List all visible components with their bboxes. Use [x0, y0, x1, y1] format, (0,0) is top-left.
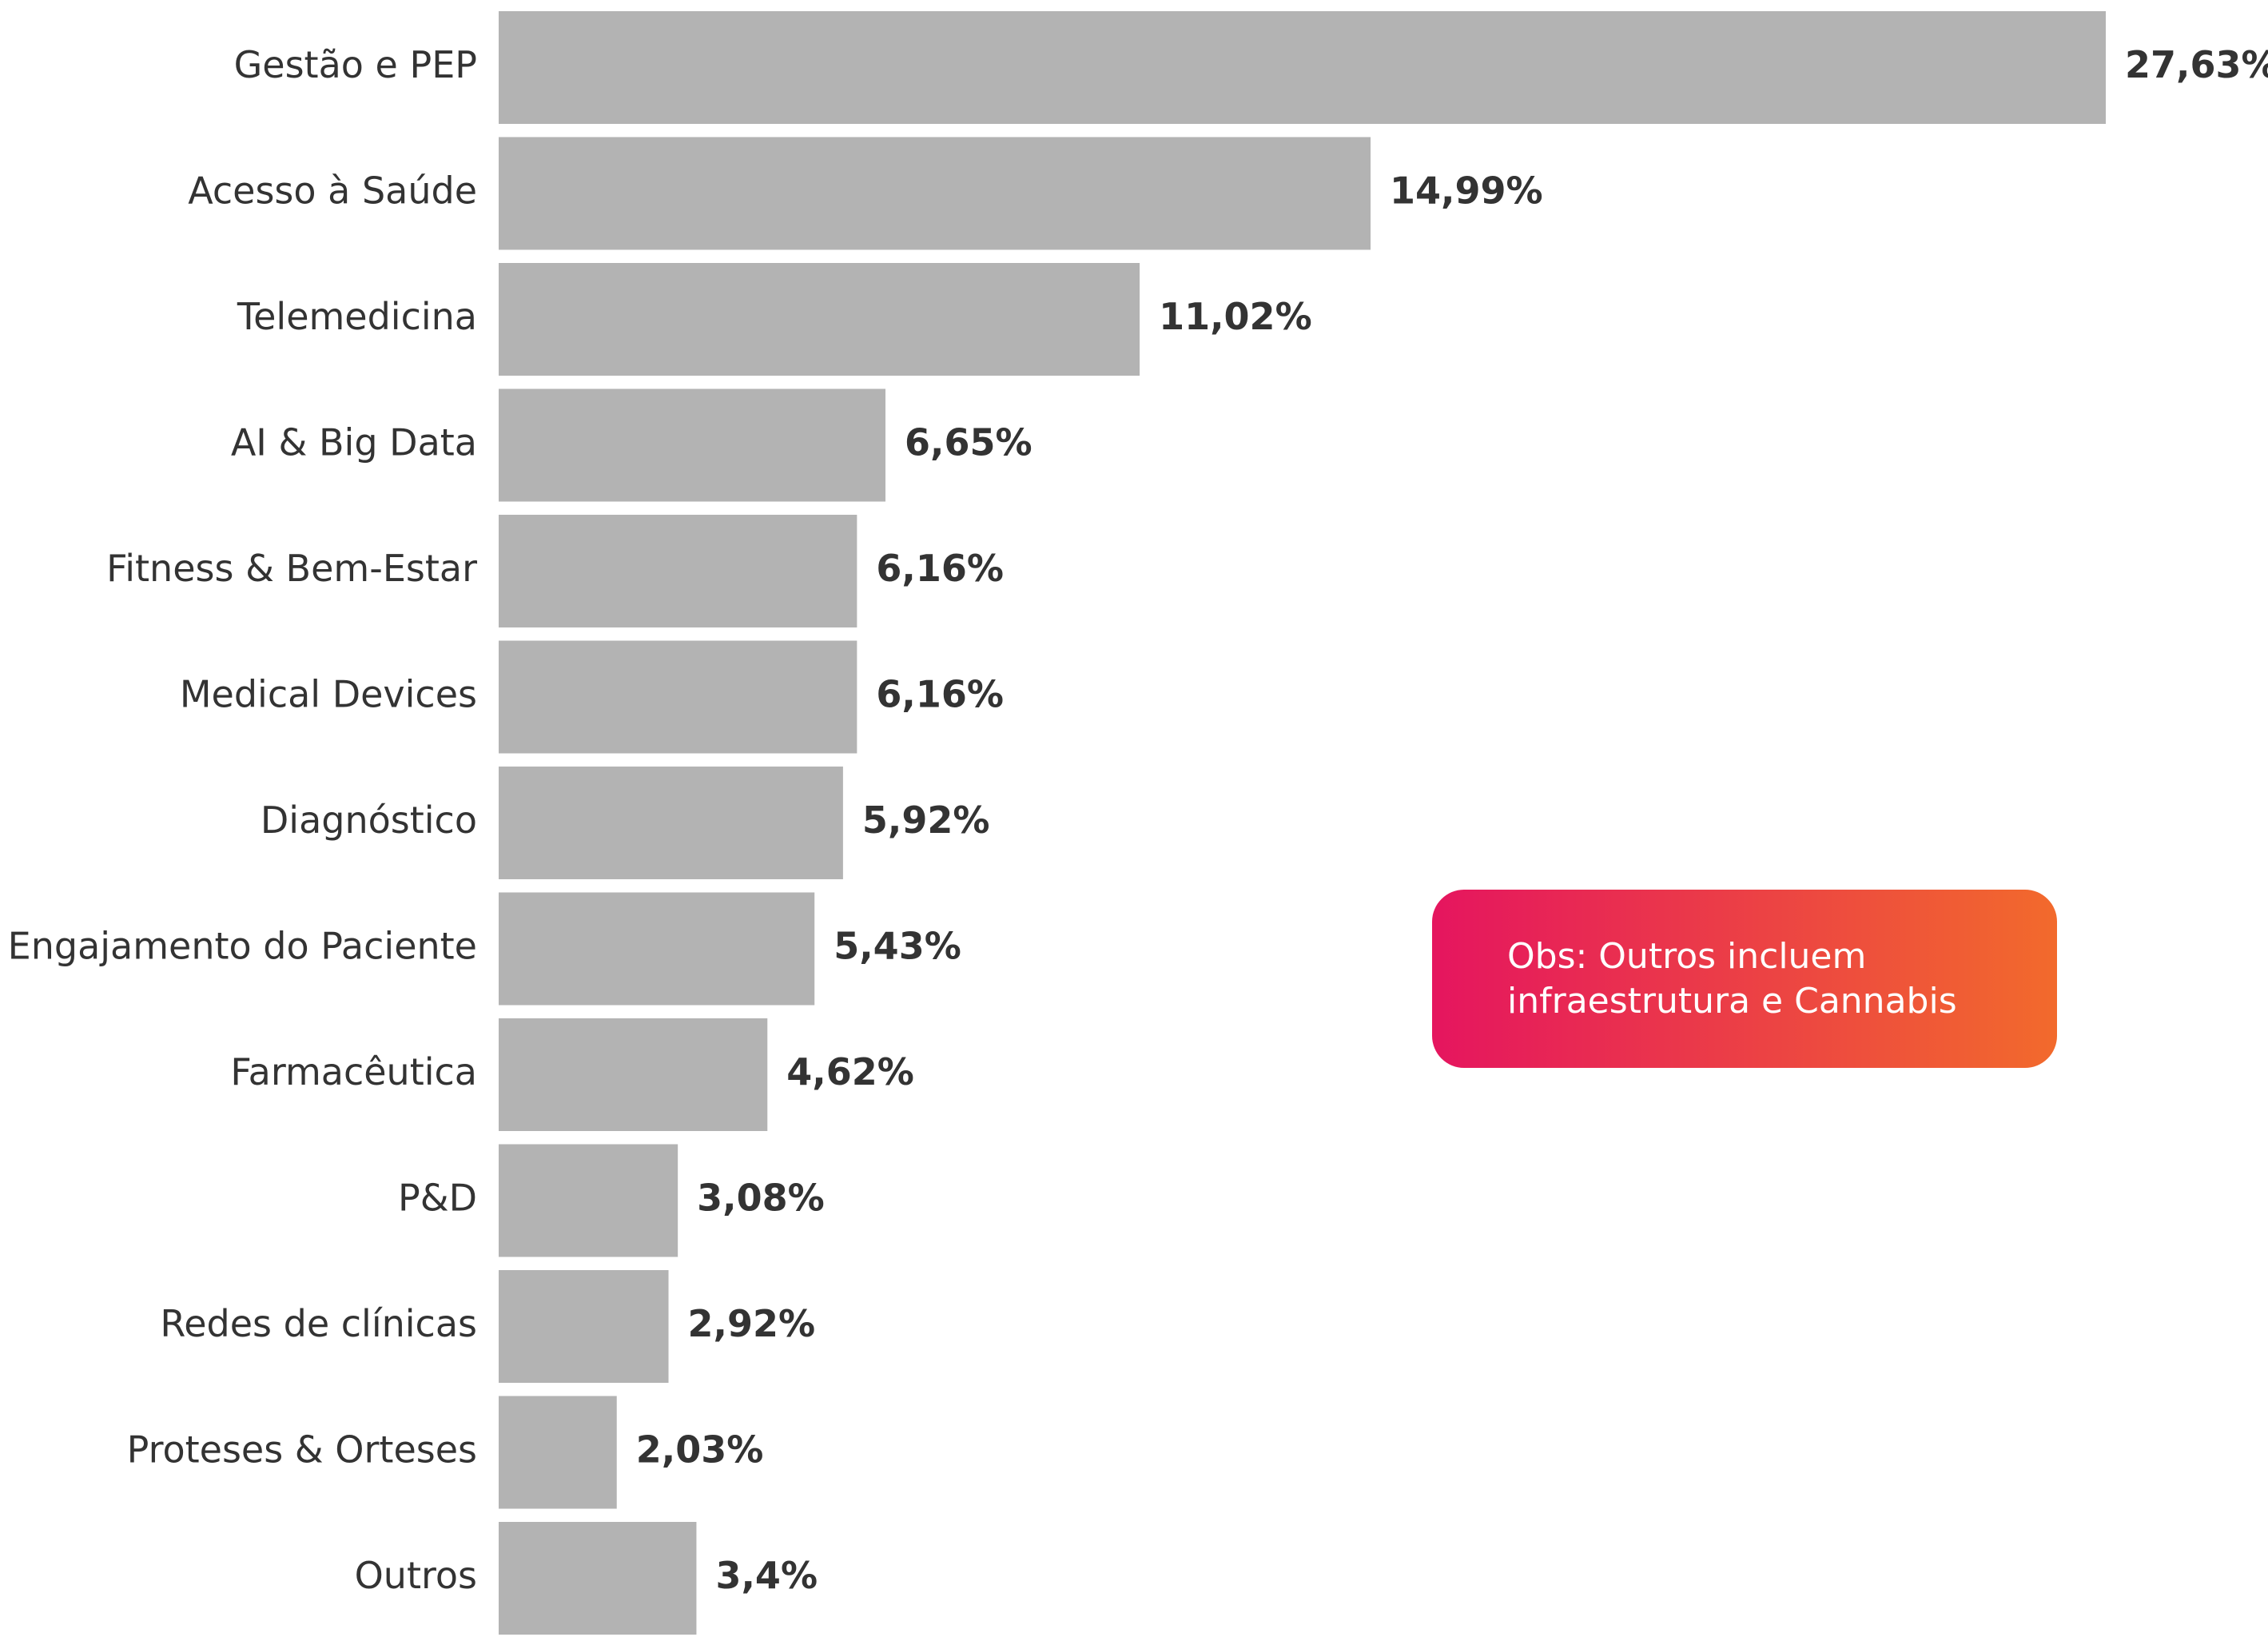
category-label: Fitness & Bem-Estar: [106, 547, 477, 590]
category-label: Engajamento do Paciente: [8, 925, 477, 968]
category-label: P&D: [398, 1177, 477, 1220]
bar: [499, 1396, 617, 1509]
value-label: 6,16%: [876, 547, 1004, 590]
bar: [499, 1270, 669, 1383]
value-label: 4,62%: [786, 1050, 914, 1093]
value-label: 6,65%: [905, 421, 1033, 464]
value-label: 5,92%: [862, 799, 990, 842]
value-label: 2,92%: [688, 1302, 816, 1345]
category-label: Farmacêutica: [230, 1050, 477, 1093]
annotation: Obs: Outros incluem infraestrutura e Can…: [1432, 890, 2057, 1068]
value-label: 14,99%: [1390, 169, 1543, 213]
value-label: 5,43%: [834, 925, 961, 968]
category-label: AI & Big Data: [231, 421, 477, 464]
category-label: Redes de clínicas: [160, 1302, 477, 1345]
bar: [499, 640, 857, 754]
bar: [499, 515, 857, 627]
value-label: 3,08%: [697, 1177, 825, 1220]
category-label: Telemedicina: [237, 295, 477, 338]
value-label: 3,4%: [715, 1554, 818, 1597]
bar: [499, 137, 1371, 250]
bar: [499, 892, 815, 1006]
bar: [499, 388, 886, 502]
category-label: Proteses & Orteses: [127, 1428, 477, 1472]
bar: [499, 767, 843, 879]
category-label: Gestão e PEP: [234, 43, 477, 86]
value-label: 11,02%: [1159, 295, 1312, 338]
category-label: Acesso à Saúde: [188, 169, 477, 213]
category-label: Medical Devices: [180, 673, 477, 716]
bar: [499, 1144, 678, 1257]
bar: [499, 1522, 697, 1635]
category-label: Outros: [355, 1554, 477, 1597]
bar: [499, 263, 1140, 376]
bar: [499, 11, 2106, 124]
category-label: Diagnóstico: [261, 799, 477, 842]
value-label: 27,63%: [2125, 43, 2268, 86]
bar: [499, 1018, 768, 1131]
value-label: 2,03%: [636, 1428, 764, 1472]
value-label: 6,16%: [876, 673, 1004, 716]
